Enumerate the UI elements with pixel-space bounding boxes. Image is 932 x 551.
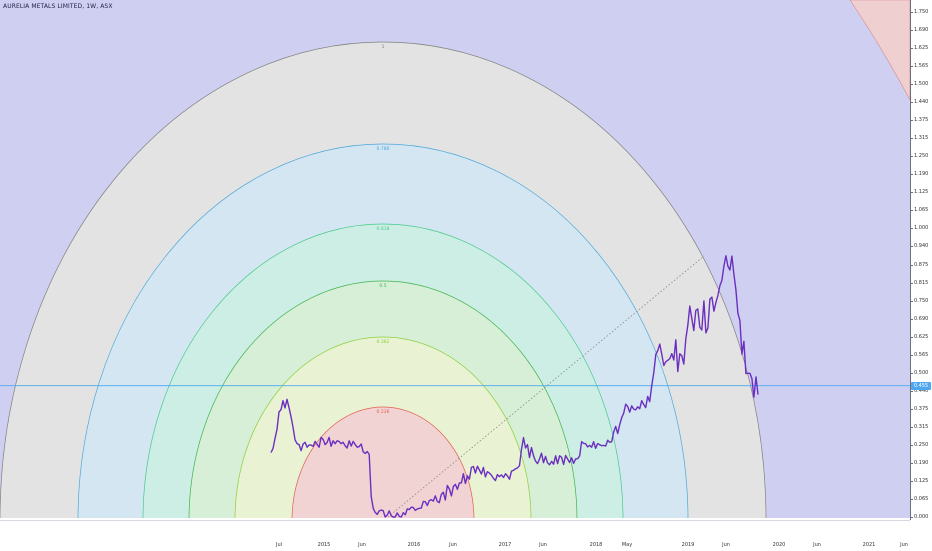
y-tick-mark: [911, 66, 913, 68]
y-tick-label: 0.565: [914, 351, 929, 358]
y-tick-label: 1.065: [914, 207, 929, 214]
y-tick-label: 1.690: [914, 27, 929, 34]
y-tick-label: 1.250: [914, 153, 929, 160]
y-tick-mark: [911, 246, 913, 248]
price-axis[interactable]: 1.750 1.690 1.625 1.565 1.500 1.440 1.375 1.315…: [910, 0, 932, 520]
y-tick-label: 0.065: [914, 495, 929, 502]
fib-arc-label: 1: [382, 44, 385, 50]
chart-plot-area[interactable]: 1 0.786 0.618 0.5 0.382 0.236 AURELIA METALS …: [0, 0, 910, 520]
last-price-badge: 0.455: [911, 381, 931, 390]
y-tick-mark: [911, 408, 913, 410]
y-tick-mark: [911, 480, 913, 482]
x-tick-label: Jul: [275, 542, 283, 548]
time-axis[interactable]: Jul 2015 Jun 2016 Jun 2017 Jun 2018 May 2019 Jun 20…: [0, 520, 910, 551]
y-tick-label: 0.315: [914, 423, 929, 430]
y-tick-label: 0.875: [914, 261, 929, 268]
x-tick-label: 2015: [317, 542, 331, 548]
y-tick-label: 1.315: [914, 135, 929, 142]
y-tick-label: 1.625: [914, 45, 929, 52]
y-tick-mark: [911, 174, 913, 176]
y-tick-label: 0.125: [914, 477, 929, 484]
x-tick-label: 2016: [407, 542, 421, 548]
y-tick-mark: [911, 192, 913, 194]
chart-title: AURELIA METALS LIMITED, 1W, ASX: [3, 3, 113, 10]
y-tick-label: 1.190: [914, 171, 929, 178]
y-tick-mark: [911, 354, 913, 356]
outer-arc-band: [849, 0, 910, 101]
fib-arc-label: 0.786: [377, 146, 390, 152]
y-tick-label: 1.440: [914, 99, 929, 106]
x-tick-label: Jun: [539, 542, 547, 548]
x-tick-label: Jun: [813, 542, 821, 548]
x-tick-label: Jun: [358, 542, 366, 548]
x-tick-label: Jun: [722, 542, 730, 548]
y-tick-label: 0.375: [914, 405, 929, 412]
y-tick-mark: [911, 12, 913, 13]
y-tick-label: 0.500: [914, 369, 929, 376]
fib-arc-label: 0.236: [377, 409, 390, 415]
fib-arc-label: 0.5: [379, 283, 386, 289]
y-tick-mark: [911, 318, 913, 320]
y-tick-mark: [911, 138, 913, 140]
y-tick-mark: [911, 336, 913, 338]
y-tick-mark: [911, 30, 913, 32]
y-tick-label: 0.440: [914, 387, 929, 394]
y-tick-label: 0.190: [914, 459, 929, 466]
y-tick-mark: [911, 444, 913, 446]
y-tick-mark: [911, 282, 913, 284]
y-tick-mark: [911, 426, 913, 428]
y-tick-mark: [911, 210, 913, 212]
y-tick-mark: [911, 300, 913, 302]
y-tick-label: 0.940: [914, 243, 929, 250]
y-tick-label: 0.690: [914, 315, 929, 322]
y-tick-label: 0.750: [914, 297, 929, 304]
y-tick-mark: [911, 102, 913, 104]
y-tick-label: 0.625: [914, 333, 929, 340]
x-tick-label: 2017: [498, 542, 512, 548]
y-tick-mark: [911, 156, 913, 158]
y-tick-label: 0.815: [914, 279, 929, 286]
y-tick-mark: [911, 48, 913, 50]
x-tick-label: 2021: [862, 542, 876, 548]
y-tick-mark: [911, 228, 913, 230]
y-tick-label: 1.125: [914, 189, 929, 196]
baseline-strip: [0, 518, 910, 520]
x-tick-label: 2019: [681, 542, 695, 548]
x-tick-label: May: [621, 542, 633, 548]
y-tick-label: 1.500: [914, 81, 929, 88]
x-tick-label: Jun: [900, 542, 908, 548]
y-tick-mark: [911, 517, 913, 518]
fib-arc-label: 0.618: [377, 226, 390, 232]
y-tick-label: 1.750: [914, 9, 929, 15]
y-tick-mark: [911, 120, 913, 122]
y-tick-label: 0.250: [914, 441, 929, 448]
y-tick-label: 0.000: [914, 514, 929, 520]
x-tick-label: 2018: [589, 542, 603, 548]
price-series-line: [270, 255, 759, 518]
fib-arcs-svg: 1 0.786 0.618 0.5 0.382 0.236: [0, 0, 910, 520]
y-tick-mark: [911, 498, 913, 500]
y-tick-mark: [911, 264, 913, 266]
y-tick-label: 1.000: [914, 225, 929, 232]
y-tick-label: 1.565: [914, 63, 929, 70]
y-tick-mark: [911, 462, 913, 464]
fib-arc-0-236: [291, 406, 475, 520]
x-tick-label: Jun: [449, 542, 457, 548]
x-tick-label: 2020: [772, 542, 786, 548]
y-tick-label: 1.375: [914, 117, 929, 124]
y-tick-mark: [911, 372, 913, 374]
y-tick-mark: [911, 84, 913, 86]
fib-arc-label: 0.382: [377, 339, 390, 345]
y-tick-mark: [911, 390, 913, 392]
